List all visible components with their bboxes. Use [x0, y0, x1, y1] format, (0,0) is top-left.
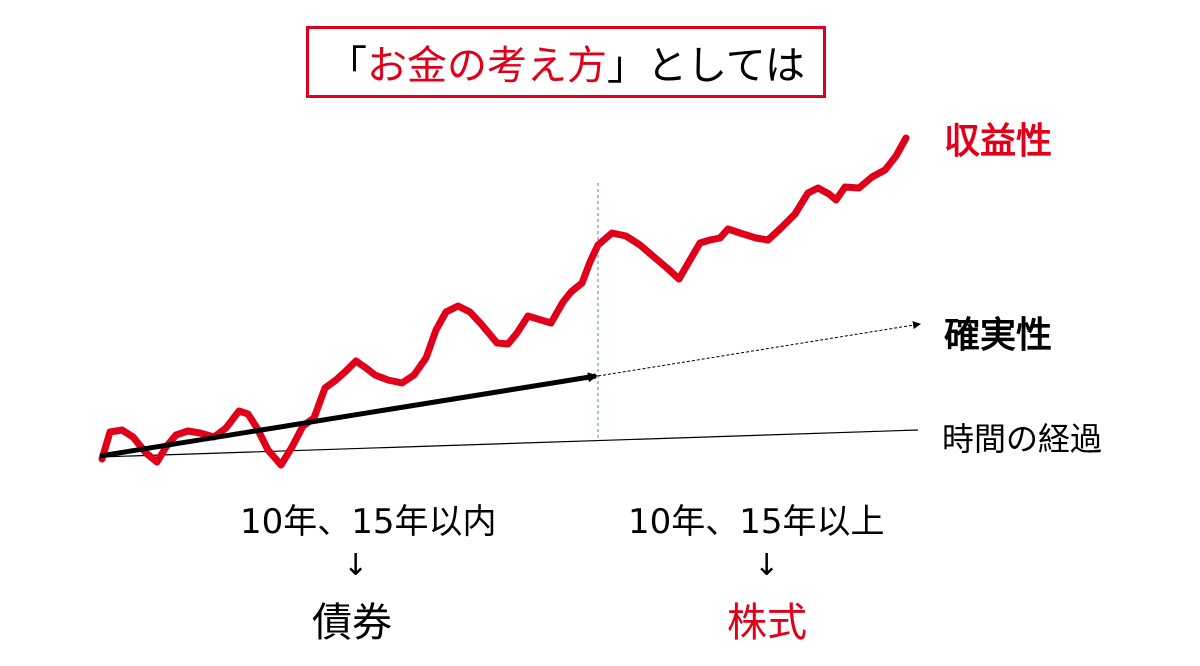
title-box: 「お金の考え方」としては — [306, 26, 826, 98]
title-open-bracket: 「 — [327, 43, 367, 89]
right-period-label: 10年、15年以上 — [628, 502, 885, 542]
title-close-bracket: 」 — [607, 43, 647, 89]
certainty-arrow — [99, 372, 598, 459]
left-period-label: 10年、15年以内 — [240, 502, 497, 542]
certainty-label: 確実性 — [944, 315, 1053, 356]
left-asset-label: 債券 — [312, 600, 392, 646]
right-down-arrow-icon: ↓ — [754, 548, 780, 583]
time-elapsed-label: 時間の経過 — [942, 420, 1103, 458]
title-highlight: お金の考え方 — [367, 43, 607, 89]
title-suffix: としては — [647, 43, 805, 89]
time-axis-line — [99, 429, 919, 458]
profitability-line — [98, 134, 910, 469]
right-asset-label: 株式 — [727, 600, 807, 646]
profitability-label: 収益性 — [944, 121, 1053, 162]
left-down-arrow-icon: ↓ — [343, 548, 369, 583]
certainty-projection-arrow — [597, 321, 921, 377]
